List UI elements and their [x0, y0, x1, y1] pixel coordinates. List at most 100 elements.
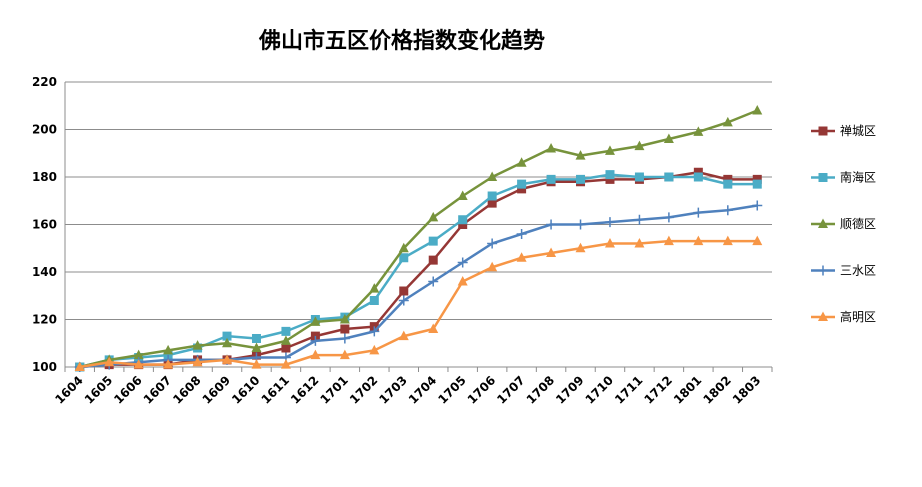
- data-point: [516, 229, 527, 239]
- y-tick-label: 220: [32, 75, 57, 89]
- data-point: [428, 255, 438, 265]
- x-tick-label: 1610: [229, 373, 263, 407]
- legend-item: 禅城区: [811, 124, 876, 138]
- legend-label: 南海区: [840, 170, 876, 185]
- data-point: [487, 198, 497, 208]
- data-point: [74, 361, 85, 371]
- legend-marker: [818, 126, 828, 136]
- data-point: [340, 324, 350, 334]
- legend-item: 顺德区: [811, 216, 876, 231]
- x-tick-label: 1707: [494, 373, 528, 407]
- series-2: [75, 170, 762, 372]
- x-tick-label: 1706: [465, 373, 499, 407]
- data-point: [693, 235, 704, 246]
- data-point: [693, 126, 704, 136]
- data-point: [546, 219, 557, 230]
- data-point: [369, 326, 380, 337]
- data-point: [693, 207, 704, 218]
- data-point: [722, 205, 733, 216]
- x-tick-label: 1701: [317, 373, 351, 407]
- data-point: [457, 276, 468, 286]
- data-point: [428, 323, 439, 333]
- data-point: [546, 247, 557, 257]
- x-tick-label: 1708: [524, 373, 558, 407]
- data-point: [487, 171, 498, 181]
- series-lines: [74, 105, 763, 372]
- x-axis: 1604160516061607160816091610161116121701…: [52, 82, 773, 407]
- data-point: [575, 150, 586, 160]
- series-line: [79, 173, 758, 369]
- data-point: [399, 253, 409, 263]
- data-point: [398, 330, 409, 341]
- data-point: [369, 283, 380, 293]
- x-tick-label: 1611: [259, 373, 293, 407]
- x-tick-label: 1609: [200, 373, 234, 407]
- data-point: [310, 335, 321, 346]
- data-point: [457, 257, 468, 268]
- legend-marker: [818, 173, 828, 182]
- data-point: [458, 215, 468, 225]
- data-point: [487, 261, 498, 272]
- data-point: [517, 179, 527, 189]
- data-point: [222, 337, 233, 348]
- legend-label: 顺德区: [840, 216, 876, 231]
- data-point: [516, 252, 527, 262]
- series-3: [74, 105, 763, 371]
- data-point: [428, 276, 439, 287]
- legend-label: 禅城区: [840, 124, 876, 138]
- data-point: [399, 286, 409, 296]
- gridlines: [65, 81, 772, 320]
- data-point: [546, 174, 556, 184]
- x-tick-label: 1605: [82, 373, 116, 407]
- data-point: [664, 172, 674, 182]
- y-axis-tick-labels: 100 120 140 160 180 200 220: [32, 75, 57, 374]
- x-tick-label: 1801: [671, 373, 705, 407]
- y-tick-label: 120: [32, 313, 57, 327]
- data-point: [339, 333, 350, 344]
- data-point: [222, 354, 233, 364]
- data-point: [516, 157, 527, 167]
- data-point: [752, 179, 762, 189]
- legend-item: 南海区: [811, 170, 876, 185]
- data-point: [369, 344, 380, 355]
- series-line: [79, 171, 758, 369]
- data-point: [457, 190, 468, 200]
- data-point: [192, 356, 203, 367]
- x-tick-label: 1802: [700, 373, 734, 407]
- legend-marker: [818, 265, 828, 276]
- data-point: [281, 343, 291, 353]
- data-point: [251, 342, 262, 352]
- data-point: [281, 326, 291, 336]
- y-tick-label: 180: [32, 170, 57, 184]
- series-5: [74, 235, 763, 371]
- data-point: [339, 314, 350, 324]
- x-tick-label: 1711: [612, 373, 646, 407]
- data-point: [428, 236, 438, 246]
- data-point: [693, 167, 703, 177]
- data-point: [192, 340, 203, 350]
- x-tick-label: 1604: [52, 373, 86, 407]
- chart-title: 佛山市五区价格指数变化趋势: [258, 28, 545, 54]
- series-1: [75, 167, 762, 372]
- data-point: [605, 174, 615, 184]
- data-point: [575, 242, 586, 253]
- data-point: [251, 334, 261, 343]
- data-point: [576, 174, 586, 184]
- data-point: [310, 316, 321, 326]
- data-point: [722, 116, 733, 127]
- x-tick-label: 1702: [347, 373, 381, 407]
- data-point: [663, 133, 674, 143]
- data-point: [634, 140, 645, 151]
- data-point: [398, 242, 409, 253]
- x-tick-label: 1803: [730, 373, 764, 407]
- data-point: [133, 349, 144, 360]
- legend-marker: [818, 311, 828, 321]
- data-point: [369, 296, 379, 305]
- data-point: [752, 200, 763, 211]
- data-point: [428, 211, 439, 222]
- x-tick-label: 1612: [288, 373, 322, 407]
- data-point: [487, 238, 498, 249]
- legend-marker: [818, 218, 828, 228]
